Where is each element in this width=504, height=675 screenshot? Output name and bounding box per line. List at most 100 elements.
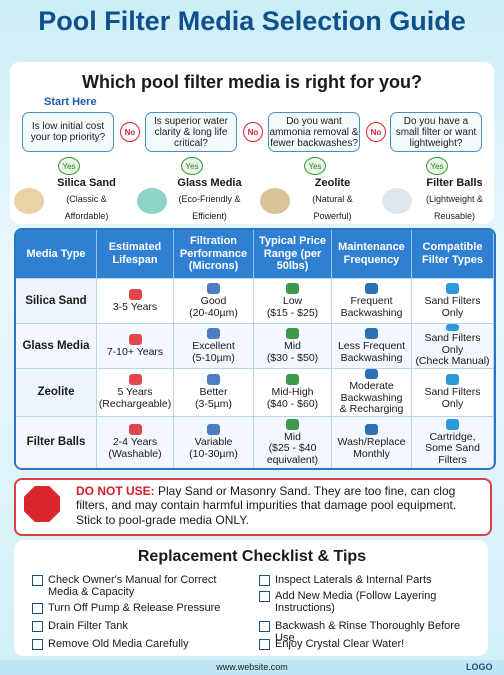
cell-line: Mid (284, 430, 301, 443)
table-cell: 7-10+ Years (97, 323, 174, 368)
item-text: Enjoy Crystal Clear Water! (275, 638, 405, 650)
result-text: Filter Balls (Lightweight & Reusable) (415, 178, 494, 223)
item-text: Backwash & Rinse Thoroughly Before Use (275, 620, 461, 645)
table-cell: Good (20-40µm) (174, 278, 254, 323)
checkbox (32, 575, 43, 586)
cell-line: (Rechargeable) (98, 398, 172, 410)
warning-text: DO NOT USE: Play Sand or Masonry Sand. T… (76, 484, 481, 527)
cell-line: Backwashing (340, 351, 403, 364)
yes-badge: Yes (181, 157, 203, 175)
table-cell: Sand Filters Only (412, 278, 494, 323)
stop-icon (24, 486, 60, 522)
comparison-table: Media Type Estimated Lifespan Filtration P… (14, 228, 496, 470)
checklist-item: Backwash & Rinse Thoroughly Before Use (259, 620, 475, 645)
table-cell: Wash/Replace Monthly (332, 416, 412, 468)
checkbox (259, 575, 270, 586)
yes-badge: Yes (304, 157, 326, 175)
cell-line: 5 Years (117, 386, 153, 399)
cell-line: Filter Balls (26, 436, 86, 449)
result-icon (382, 188, 412, 214)
table-header: Filtration Performance (Microns) (174, 230, 254, 278)
cell-line: equivalent) (266, 453, 319, 466)
table-cell: Zeolite (16, 368, 97, 416)
table-cell: Excellent (5-10µm) (174, 323, 254, 368)
no-badge: No (366, 122, 386, 142)
cell-line: 7-10+ Years (106, 345, 164, 358)
cell-icon (365, 424, 378, 436)
cell-line: Good (200, 294, 227, 307)
result: Glass Media (Eco-Friendly & Efficient) (137, 178, 249, 220)
cell-icon (446, 324, 459, 332)
result-note: (Natural & Powerful) (312, 193, 353, 221)
cell-icon (286, 282, 299, 294)
checklist-item: Drain Filter Tank (32, 620, 248, 632)
cell-line: Mid-High (271, 386, 314, 399)
cell-line: Only (441, 306, 464, 319)
cell-line: Low (282, 294, 303, 307)
checkbox (259, 639, 270, 650)
cell-icon (207, 424, 220, 436)
cell-icon (128, 333, 142, 345)
question-box: Do you have a small filter or want light… (390, 112, 482, 152)
cell-line: Backwashing (340, 306, 403, 319)
cell-line: (20-40µm) (189, 306, 238, 319)
cell-line: 3-5 Years (112, 300, 158, 313)
checkbox (32, 621, 43, 632)
footer-logo: LOGO (466, 662, 493, 672)
result-note: (Classic & Affordable) (64, 193, 109, 221)
table-header: Maintenance Frequency (332, 230, 412, 278)
result-name: Glass Media (177, 177, 242, 190)
table-cell: Frequent Backwashing (332, 278, 412, 323)
cell-line: Some Sand Filters (425, 442, 480, 466)
cell-icon (207, 327, 220, 339)
cell-icon (128, 288, 142, 300)
cell-line: (Washable) (108, 448, 162, 460)
question-box: Do you want ammonia removal & fewer back… (268, 112, 360, 152)
table-cell: Moderate Backwashing & Recharging (332, 368, 412, 416)
table-cell: Cartridge, Some Sand Filters (412, 416, 494, 468)
cell-line: (Check Manual) (415, 355, 490, 368)
cell-icon (207, 282, 220, 294)
cell-line: Mid (284, 339, 301, 352)
yes-badge: Yes (58, 157, 80, 175)
table-header: Media Type (16, 230, 97, 278)
cell-line: (5-10µm) (192, 351, 235, 364)
cell-line: ($15 - $25) (266, 306, 319, 319)
result-icon (14, 188, 44, 214)
item-text: Drain Filter Tank (48, 620, 128, 632)
checklist-item: Add New Media (Follow Layering Instructi… (259, 590, 475, 614)
cell-line: Zeolite (37, 386, 75, 399)
cell-line: & Recharging (339, 403, 404, 416)
table-cell: Sand Filters Only (Check Manual) (412, 323, 494, 368)
cell-line: Sand Filters (424, 332, 481, 345)
checklist-item: Check Owner's Manual for Correct Media &… (32, 574, 248, 599)
table-cell: Better (3-5µm) (174, 368, 254, 416)
cell-line: Sand Filters (424, 386, 481, 399)
cell-line: ($25 - $40 (268, 442, 317, 455)
cell-icon (446, 418, 459, 430)
cell-line: Variable (194, 436, 233, 449)
table-header: Estimated Lifespan (97, 230, 174, 278)
question-box: Is low initial cost your top priority? (22, 112, 114, 152)
result: Zeolite (Natural & Powerful) (260, 178, 372, 221)
checklist-item: Turn Off Pump & Release Pressure (32, 602, 248, 614)
cell-line: Frequent (350, 294, 393, 307)
table-cell: Silica Sand (16, 278, 97, 323)
item-text: Check Owner's Manual for Correct Media &… (48, 574, 217, 599)
result-name: Silica Sand (57, 177, 116, 190)
result-note: (Eco-Friendly & Efficient) (178, 193, 241, 221)
table-cell: Variable (10-30µm) (174, 416, 254, 468)
table-cell: Glass Media (16, 323, 97, 368)
result-text: Glass Media (Eco-Friendly & Efficient) (170, 178, 249, 223)
cell-line: ($30 - $50) (266, 351, 319, 364)
item-text: Remove Old Media Carefully (48, 638, 189, 650)
checklist-title: Replacement Checklist & Tips (137, 548, 367, 565)
item-text: Inspect Laterals & Internal Parts (275, 574, 432, 586)
item-text: Turn Off Pump & Release Pressure (48, 602, 221, 614)
result-icon (137, 188, 167, 214)
result: Filter Balls (Lightweight & Reusable) (382, 178, 494, 220)
cell-line: Silica Sand (25, 294, 87, 307)
table-cell: Less Frequent Backwashing (332, 323, 412, 368)
cell-line: Sand Filters (424, 294, 481, 307)
